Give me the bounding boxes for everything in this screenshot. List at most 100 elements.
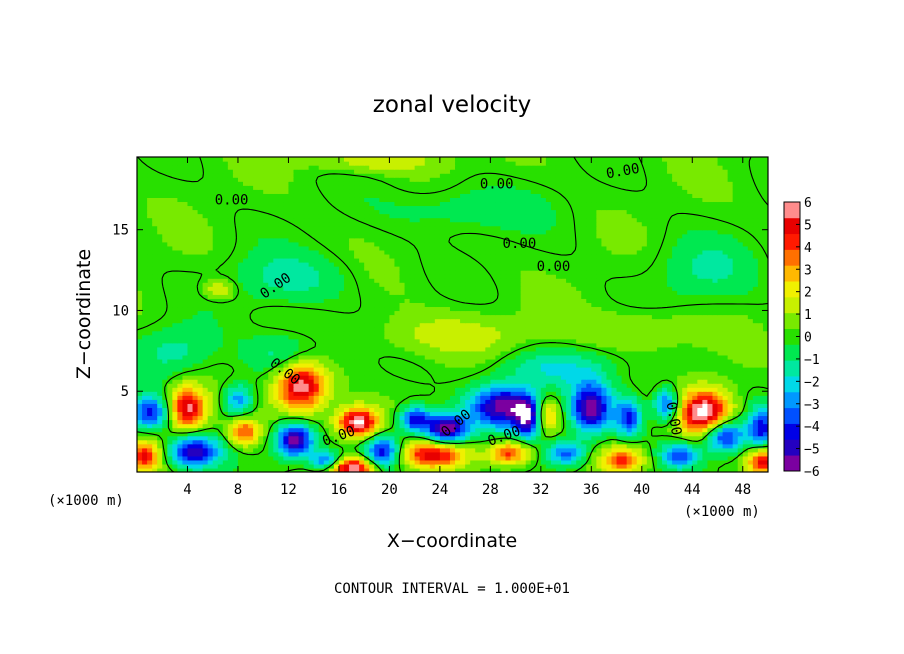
heatmap-cell (404, 362, 411, 368)
heatmap-cell (137, 338, 143, 344)
heatmap-cell (364, 334, 370, 340)
heatmap-cell (263, 387, 269, 392)
heatmap-cell (379, 439, 385, 445)
heatmap-cell (207, 467, 214, 472)
heatmap-cell (485, 387, 491, 392)
heatmap-cell (591, 322, 597, 328)
heatmap-cell (253, 350, 259, 356)
heatmap-cell (555, 379, 562, 384)
heatmap-cell (182, 358, 189, 364)
heatmap-cell (323, 330, 330, 336)
heatmap-cell (338, 342, 345, 348)
heatmap-cell (596, 342, 603, 348)
heatmap-cell (545, 354, 552, 360)
heatmap-cell (182, 314, 189, 320)
heatmap-cell (601, 411, 608, 417)
heatmap-cell (672, 431, 678, 437)
heatmap-cell (328, 387, 335, 392)
heatmap-cell (349, 387, 355, 392)
heatmap-cell (601, 463, 608, 469)
heatmap-cell (364, 310, 370, 316)
heatmap-cell (263, 463, 269, 469)
heatmap-cell (500, 379, 507, 384)
heatmap-cell (707, 342, 714, 348)
heatmap-cell (338, 419, 345, 425)
heatmap-cell (752, 346, 759, 352)
heatmap-cell (505, 314, 512, 320)
heatmap-cell (444, 435, 451, 441)
heatmap-cell (389, 326, 396, 332)
heatmap-cell (712, 326, 719, 332)
heatmap-cell (192, 395, 199, 400)
heatmap-cell (692, 383, 698, 388)
heatmap-cell (656, 431, 663, 437)
heatmap-cell (147, 439, 153, 445)
heatmap-cell (742, 419, 749, 425)
heatmap-cell (318, 371, 325, 376)
heatmap-cell (293, 342, 300, 348)
heatmap-cell (253, 322, 259, 328)
heatmap-cell (177, 407, 184, 413)
heatmap-cell (545, 314, 552, 320)
heatmap-cell (687, 431, 693, 437)
heatmap-cell (232, 387, 239, 392)
heatmap-cell (646, 314, 653, 320)
heatmap-cell (631, 423, 638, 429)
heatmap-cell (470, 431, 476, 437)
heatmap-cell (258, 399, 264, 404)
heatmap-cell (626, 419, 633, 425)
heatmap-cell (707, 395, 714, 400)
heatmap-cell (142, 415, 148, 421)
heatmap-cell (232, 427, 239, 433)
heatmap-cell (192, 375, 199, 380)
heatmap-cell (227, 358, 234, 364)
heatmap-cell (389, 407, 396, 413)
heatmap-cell (500, 415, 507, 421)
heatmap-cell (707, 310, 714, 316)
heatmap-cell (227, 322, 234, 328)
heatmap-cell (157, 387, 163, 392)
heatmap-cell (621, 334, 628, 340)
heatmap-cell (707, 346, 714, 352)
heatmap-cell (596, 399, 603, 404)
heatmap-cell (692, 435, 698, 441)
heatmap-cell (333, 379, 340, 384)
heatmap-cell (429, 326, 436, 332)
heatmap-cell (237, 310, 244, 316)
heatmap-cell (606, 423, 613, 429)
heatmap-cell (227, 423, 234, 429)
heatmap-cell (147, 383, 153, 388)
heatmap-cell (434, 310, 441, 316)
heatmap-cell (268, 463, 274, 469)
heatmap-cell (273, 367, 279, 372)
heatmap-cell (389, 318, 396, 324)
heatmap-cell (449, 403, 456, 408)
heatmap-cell (636, 435, 643, 441)
heatmap-cell (762, 407, 768, 413)
heatmap-cell (328, 403, 335, 408)
heatmap-cell (187, 443, 194, 449)
heatmap-cell (268, 322, 274, 328)
heatmap-cell (323, 411, 330, 417)
heatmap-cell (616, 451, 623, 457)
heatmap-cell (732, 346, 739, 352)
heatmap-cell (682, 379, 688, 384)
heatmap-cell (601, 318, 608, 324)
heatmap-cell (379, 387, 385, 392)
heatmap-cell (586, 435, 592, 441)
heatmap-cell (470, 379, 476, 384)
heatmap-cell (283, 415, 290, 421)
heatmap-cell (293, 427, 300, 433)
heatmap-cell (495, 415, 502, 421)
heatmap-cell (323, 362, 330, 368)
heatmap-cell (323, 338, 330, 344)
heatmap-cell (232, 459, 239, 465)
heatmap-cell (384, 443, 390, 449)
heatmap-cell (202, 326, 209, 332)
heatmap-cell (147, 330, 153, 336)
heatmap-cell (500, 387, 507, 392)
heatmap-cell (611, 346, 618, 352)
heatmap-cell (762, 326, 768, 332)
heatmap-cell (505, 330, 512, 336)
heatmap-cell (455, 346, 461, 352)
